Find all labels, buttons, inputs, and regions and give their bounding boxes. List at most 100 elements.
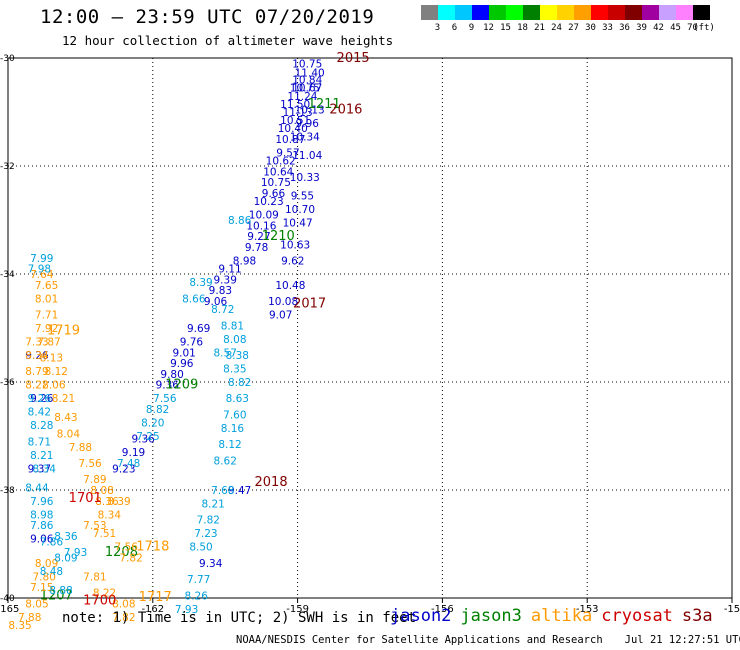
legend-tick-label: 6 [451, 23, 458, 33]
wave-height-label: 8.22 [25, 380, 48, 392]
wave-height-label: 9.66 [262, 188, 286, 200]
wave-height-label: 11.24 [287, 91, 317, 103]
y-tick-label: -34 [0, 270, 15, 280]
wave-height-label: 7.71 [35, 310, 58, 322]
wave-height-label: 8.13 [40, 353, 63, 365]
credit-text: NOAA/NESDIS Center for Satellite Applica… [236, 634, 603, 646]
y-tick-label: -40 [0, 594, 15, 604]
wave-height-label: 8.12 [218, 439, 241, 451]
wave-height-label: 7.82 [197, 515, 220, 527]
legend-tick-label: 42 [653, 23, 664, 33]
legend-swatch [438, 5, 455, 20]
wave-height-label: 8.72 [211, 304, 234, 316]
wave-height-label: 8.86 [228, 215, 252, 227]
legend-tick-label: 18 [517, 23, 528, 33]
wave-height-label: 7.56 [78, 458, 102, 470]
legend-tick-label: 39 [636, 23, 647, 33]
wave-height-label: 8.05 [25, 598, 48, 610]
wave-height-label: 9.62 [281, 256, 304, 268]
wave-height-label: 8.39 [189, 277, 212, 289]
wave-height-label: 7.23 [194, 528, 217, 540]
wave-height-label: 7.51 [93, 528, 116, 540]
wave-height-label: 7.48 [117, 458, 140, 470]
wave-height-label: 8.20 [141, 418, 164, 430]
y-tick-label: -32 [0, 162, 15, 172]
wave-height-label: 9.23 [112, 463, 135, 475]
wave-height-label: 7.60 [223, 409, 246, 421]
wave-height-label: 7.86 [40, 536, 64, 548]
legend-tick-label: 24 [551, 23, 562, 33]
wave-height-label: 7.92 [35, 323, 58, 335]
wave-height-label: 8.66 [182, 293, 206, 305]
wave-height-label: 8.34 [25, 350, 49, 362]
wave-height-label: 10.64 [263, 166, 293, 178]
wave-height-label: 9.69 [187, 323, 210, 335]
wave-height-label: 11.50 [280, 99, 310, 111]
pass-time-label: 1701 [69, 491, 102, 506]
legend-swatch [642, 5, 659, 20]
wave-height-label: 10.23 [254, 196, 284, 208]
wave-height-label: 7.15 [30, 582, 53, 594]
wave-height-label: 8.26 [185, 590, 209, 602]
wave-height-label: 8.44 [25, 482, 49, 494]
wave-height-label: 7.56 [115, 542, 139, 554]
x-tick-label: -156 [431, 604, 454, 615]
pass-time-label: 1718 [136, 540, 169, 555]
wave-height-label: 8.63 [226, 393, 249, 405]
wave-height-label: 7.93 [64, 547, 87, 559]
wave-height-label: 9.11 [218, 264, 241, 276]
wave-height-label: 7.68 [211, 485, 234, 497]
wave-height-label: 10.70 [285, 204, 315, 216]
wave-height-label: 8.16 [221, 423, 245, 435]
wave-height-label: 9.01 [172, 347, 195, 359]
wave-height-label: 10.48 [275, 280, 305, 292]
legend-tick-label: 15 [500, 23, 511, 33]
wave-height-label: 8.09 [54, 553, 77, 565]
legend-swatch [693, 5, 710, 20]
wave-height-label: 9.78 [245, 242, 268, 254]
wave-height-label: 8.50 [189, 542, 212, 554]
wave-height-label: 9.26 [28, 393, 52, 405]
pass-time-label: 2016 [329, 102, 362, 117]
wave-height-label: 10.34 [290, 131, 320, 143]
y-tick-label: -30 [0, 54, 15, 64]
pass-time-label: 1208 [105, 545, 138, 560]
wave-height-label: 9.76 [180, 337, 204, 349]
wave-height-label: 10.16 [246, 220, 276, 232]
legend-unit: (ft) [693, 23, 715, 33]
wave-height-label: 7.25 [136, 431, 159, 443]
legend-tick-label: 30 [585, 23, 596, 33]
wave-height-label: 9.06 [30, 534, 54, 546]
pass-time-label: 2015 [337, 51, 370, 66]
x-tick-label: -15 [724, 604, 740, 615]
wave-height-label: 9.96 [296, 118, 320, 130]
wave-height-label: 10.47 [283, 218, 313, 230]
wave-height-label: 10.62 [266, 156, 296, 168]
wave-height-label: 7.82 [119, 553, 142, 565]
wave-height-label: 8.08 [223, 334, 246, 346]
wave-height-label: 8.06 [42, 380, 66, 392]
wave-height-label: 7.56 [153, 393, 177, 405]
chart-subtitle: 12 hour collection of altimeter wave hei… [62, 33, 394, 48]
wave-height-label: 10.63 [280, 239, 310, 251]
wave-height-label: 10.08 [268, 296, 298, 308]
wave-height-label: 8.21 [30, 450, 53, 462]
wave-height-label: 10.40 [278, 123, 308, 135]
wave-height-label: 7.98 [28, 264, 51, 276]
wave-height-label: 9.06 [204, 296, 228, 308]
wave-height-label: 8.98 [30, 509, 53, 521]
wave-height-label: 8.34 [33, 463, 57, 475]
wave-height-label: 8.62 [214, 455, 237, 467]
wave-height-label: 9.26 [30, 393, 54, 405]
wave-height-label: 7.88 [18, 612, 41, 624]
wave-height-label: 10.87 [275, 134, 305, 146]
x-tick-label: -165 [0, 604, 19, 615]
wave-height-label: 10.84 [292, 75, 322, 87]
wave-height-label: 8.82 [228, 377, 251, 389]
wave-height-label: 8.48 [40, 566, 63, 578]
x-tick-label: -162 [141, 604, 164, 615]
wave-height-label: 8.08 [112, 598, 135, 610]
wave-height-label: 8.34 [98, 509, 122, 521]
satellite-label-altika: altika [530, 606, 593, 626]
